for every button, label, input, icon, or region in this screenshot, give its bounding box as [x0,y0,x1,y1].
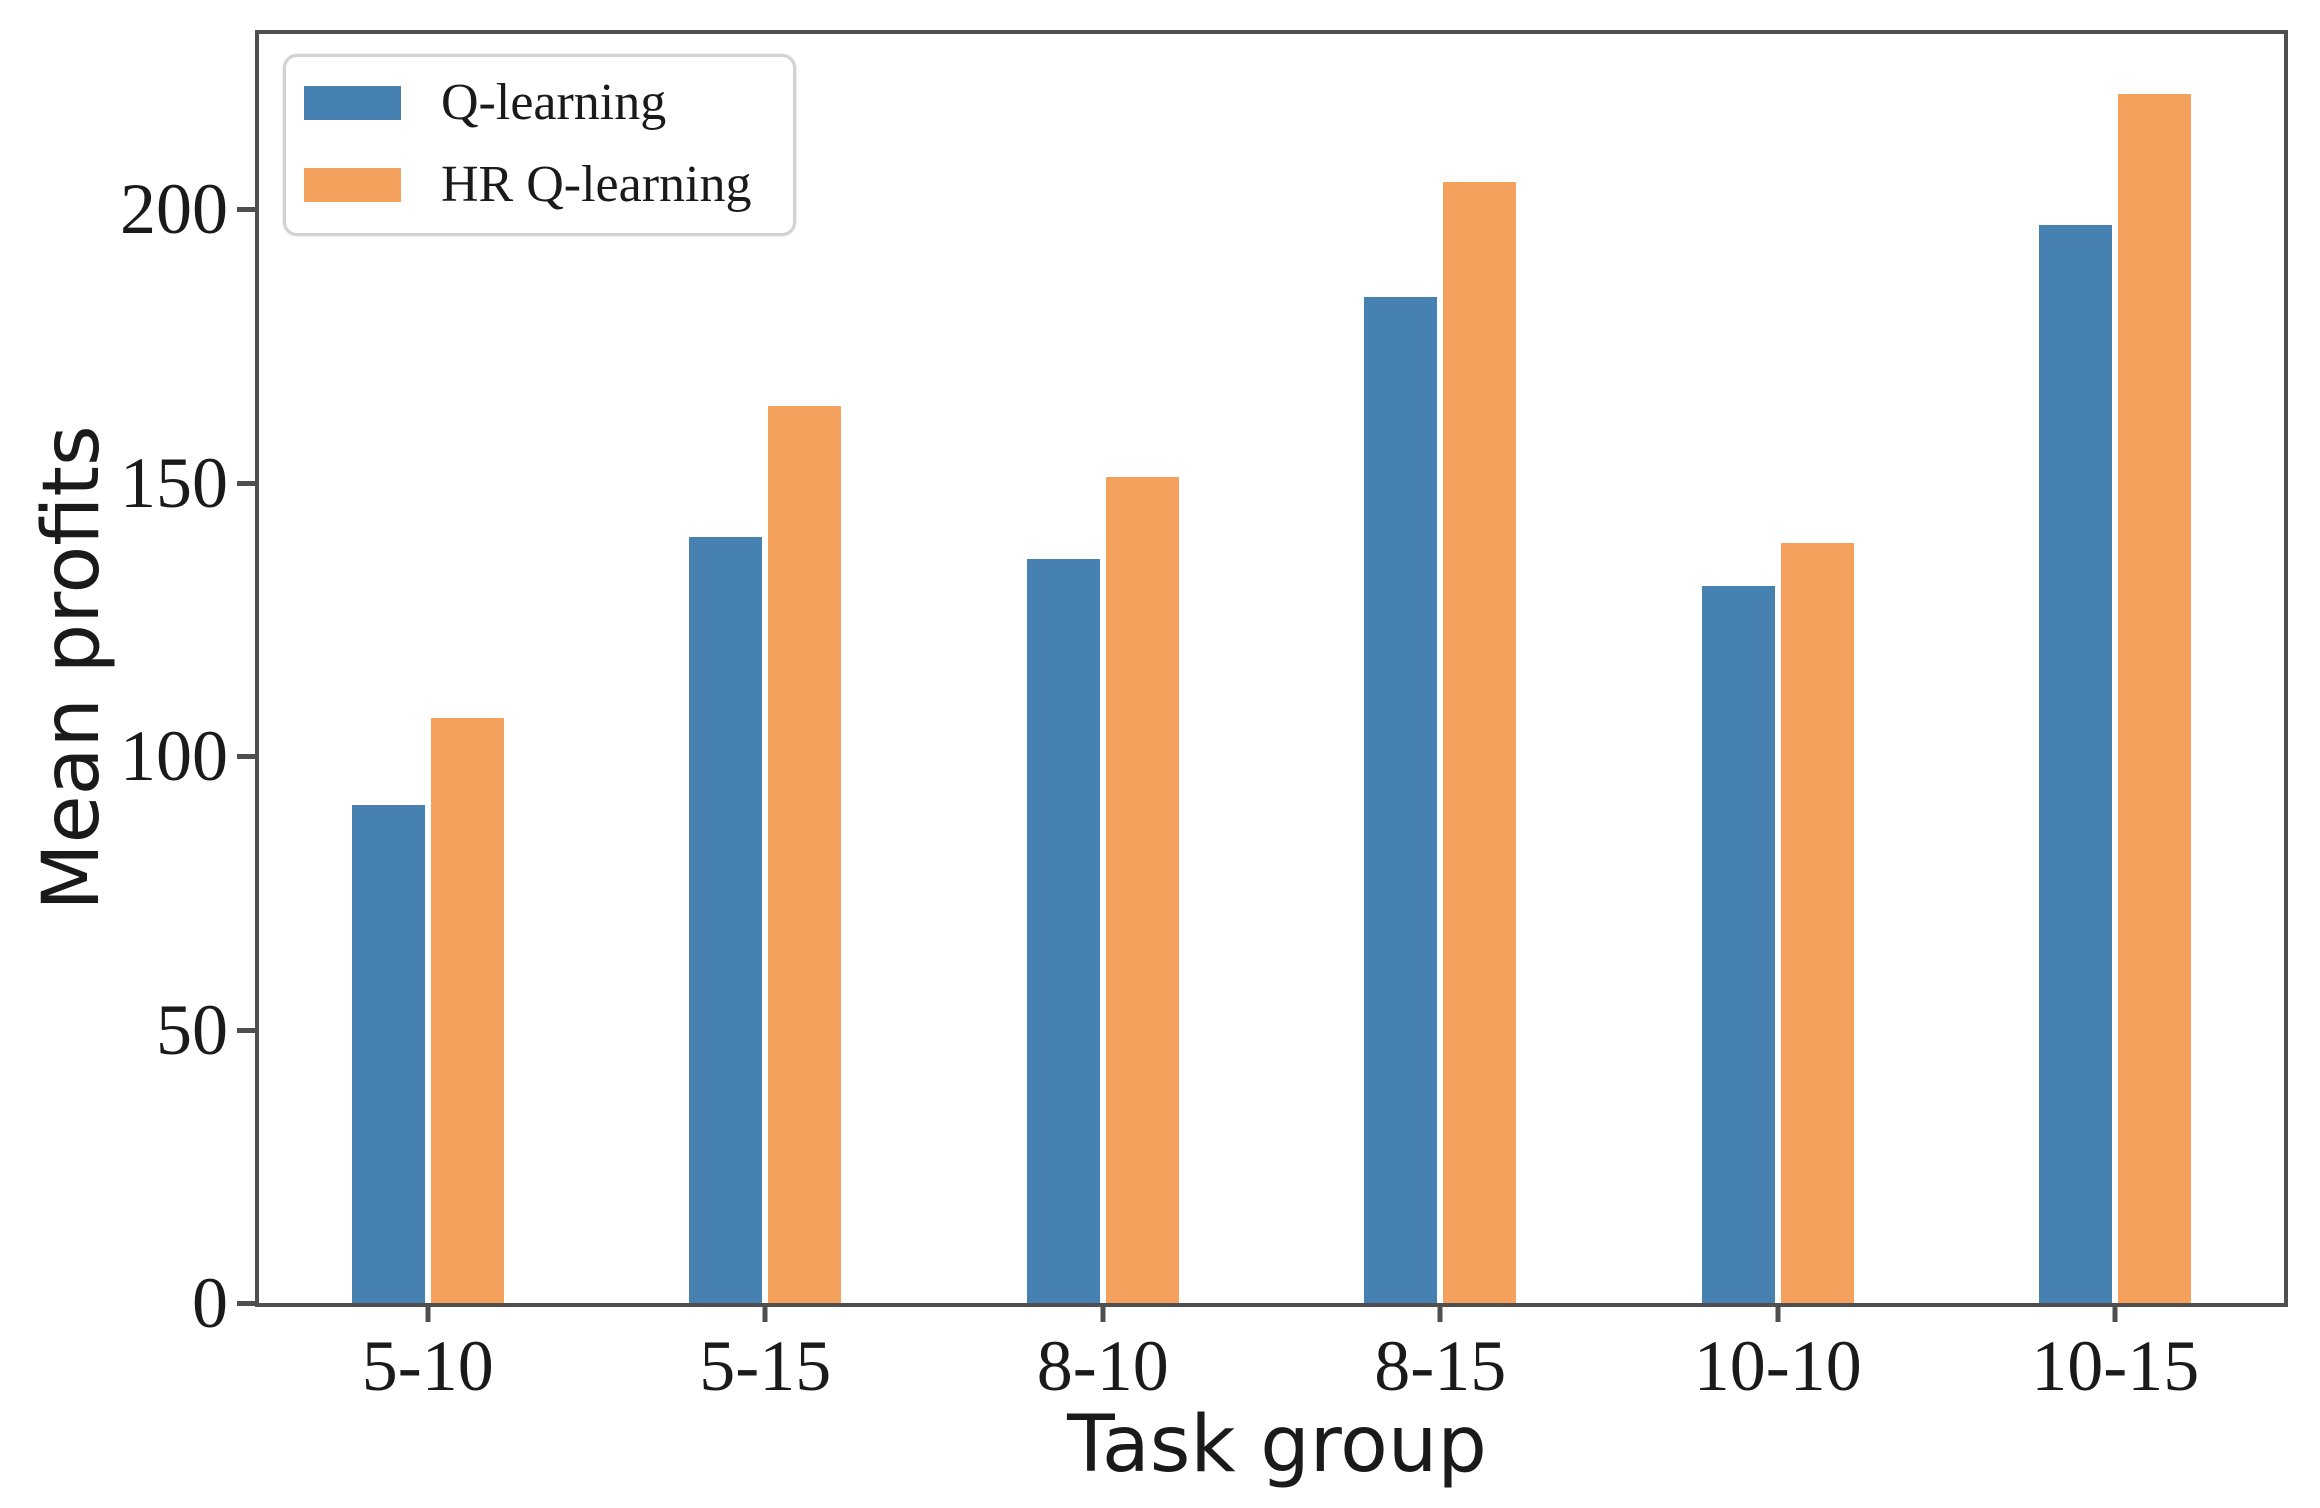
y-tick-label: 0 [192,1263,228,1343]
y-tick-mark [237,207,255,213]
x-tick-label: 8-10 [1036,1326,1169,1406]
bar-hr-q-learning-5-10 [430,717,504,1303]
bar-hr-q-learning-10-10 [1780,542,1854,1303]
x-tick-mark [1100,1305,1106,1322]
bar-hr-q-learning-8-15 [1443,181,1517,1303]
x-tick-label: 8-15 [1374,1326,1507,1406]
y-tick-mark [237,1027,255,1033]
x-tick-mark [425,1305,431,1322]
x-tick-mark [1775,1305,1781,1322]
plot-area: Q-learning HR Q-learning [255,30,2288,1307]
bar-hr-q-learning-8-10 [1105,477,1179,1303]
bar-q-learning-8-10 [1026,559,1100,1303]
x-tick-mark [2112,1305,2118,1322]
bar-hr-q-learning-5-15 [768,405,842,1303]
y-tick-label: 200 [120,169,228,250]
bar-q-learning-5-15 [689,537,763,1303]
y-tick-label: 50 [156,989,228,1070]
bar-q-learning-5-10 [351,805,425,1303]
bar-q-learning-10-10 [1701,586,1775,1303]
legend-label: HR Q-learning [441,156,752,213]
x-tick-mark [1437,1305,1443,1322]
x-tick-label: 10-10 [1693,1326,1862,1406]
x-tick-label: 5-10 [361,1326,494,1406]
legend: Q-learning HR Q-learning [283,54,797,236]
bar-hr-q-learning-10-15 [2118,94,2192,1303]
y-tick-label: 150 [120,442,228,523]
x-axis-label: Task group [1067,1400,1487,1490]
legend-swatch-hr-q-learning [304,168,401,202]
y-tick-mark [237,754,255,760]
legend-row: Q-learning [304,77,751,129]
x-tick-label: 10-15 [2031,1326,2200,1406]
y-tick-mark [237,1301,255,1306]
bar-q-learning-10-15 [2039,225,2113,1303]
legend-label: Q-learning [441,74,667,131]
legend-swatch-q-learning [304,86,401,120]
legend-row: HR Q-learning [304,159,751,211]
y-tick-label: 100 [120,716,228,797]
y-tick-mark [237,480,255,486]
bar-q-learning-8-15 [1364,296,1438,1303]
x-tick-label: 5-15 [699,1326,832,1406]
x-tick-mark [762,1305,768,1322]
